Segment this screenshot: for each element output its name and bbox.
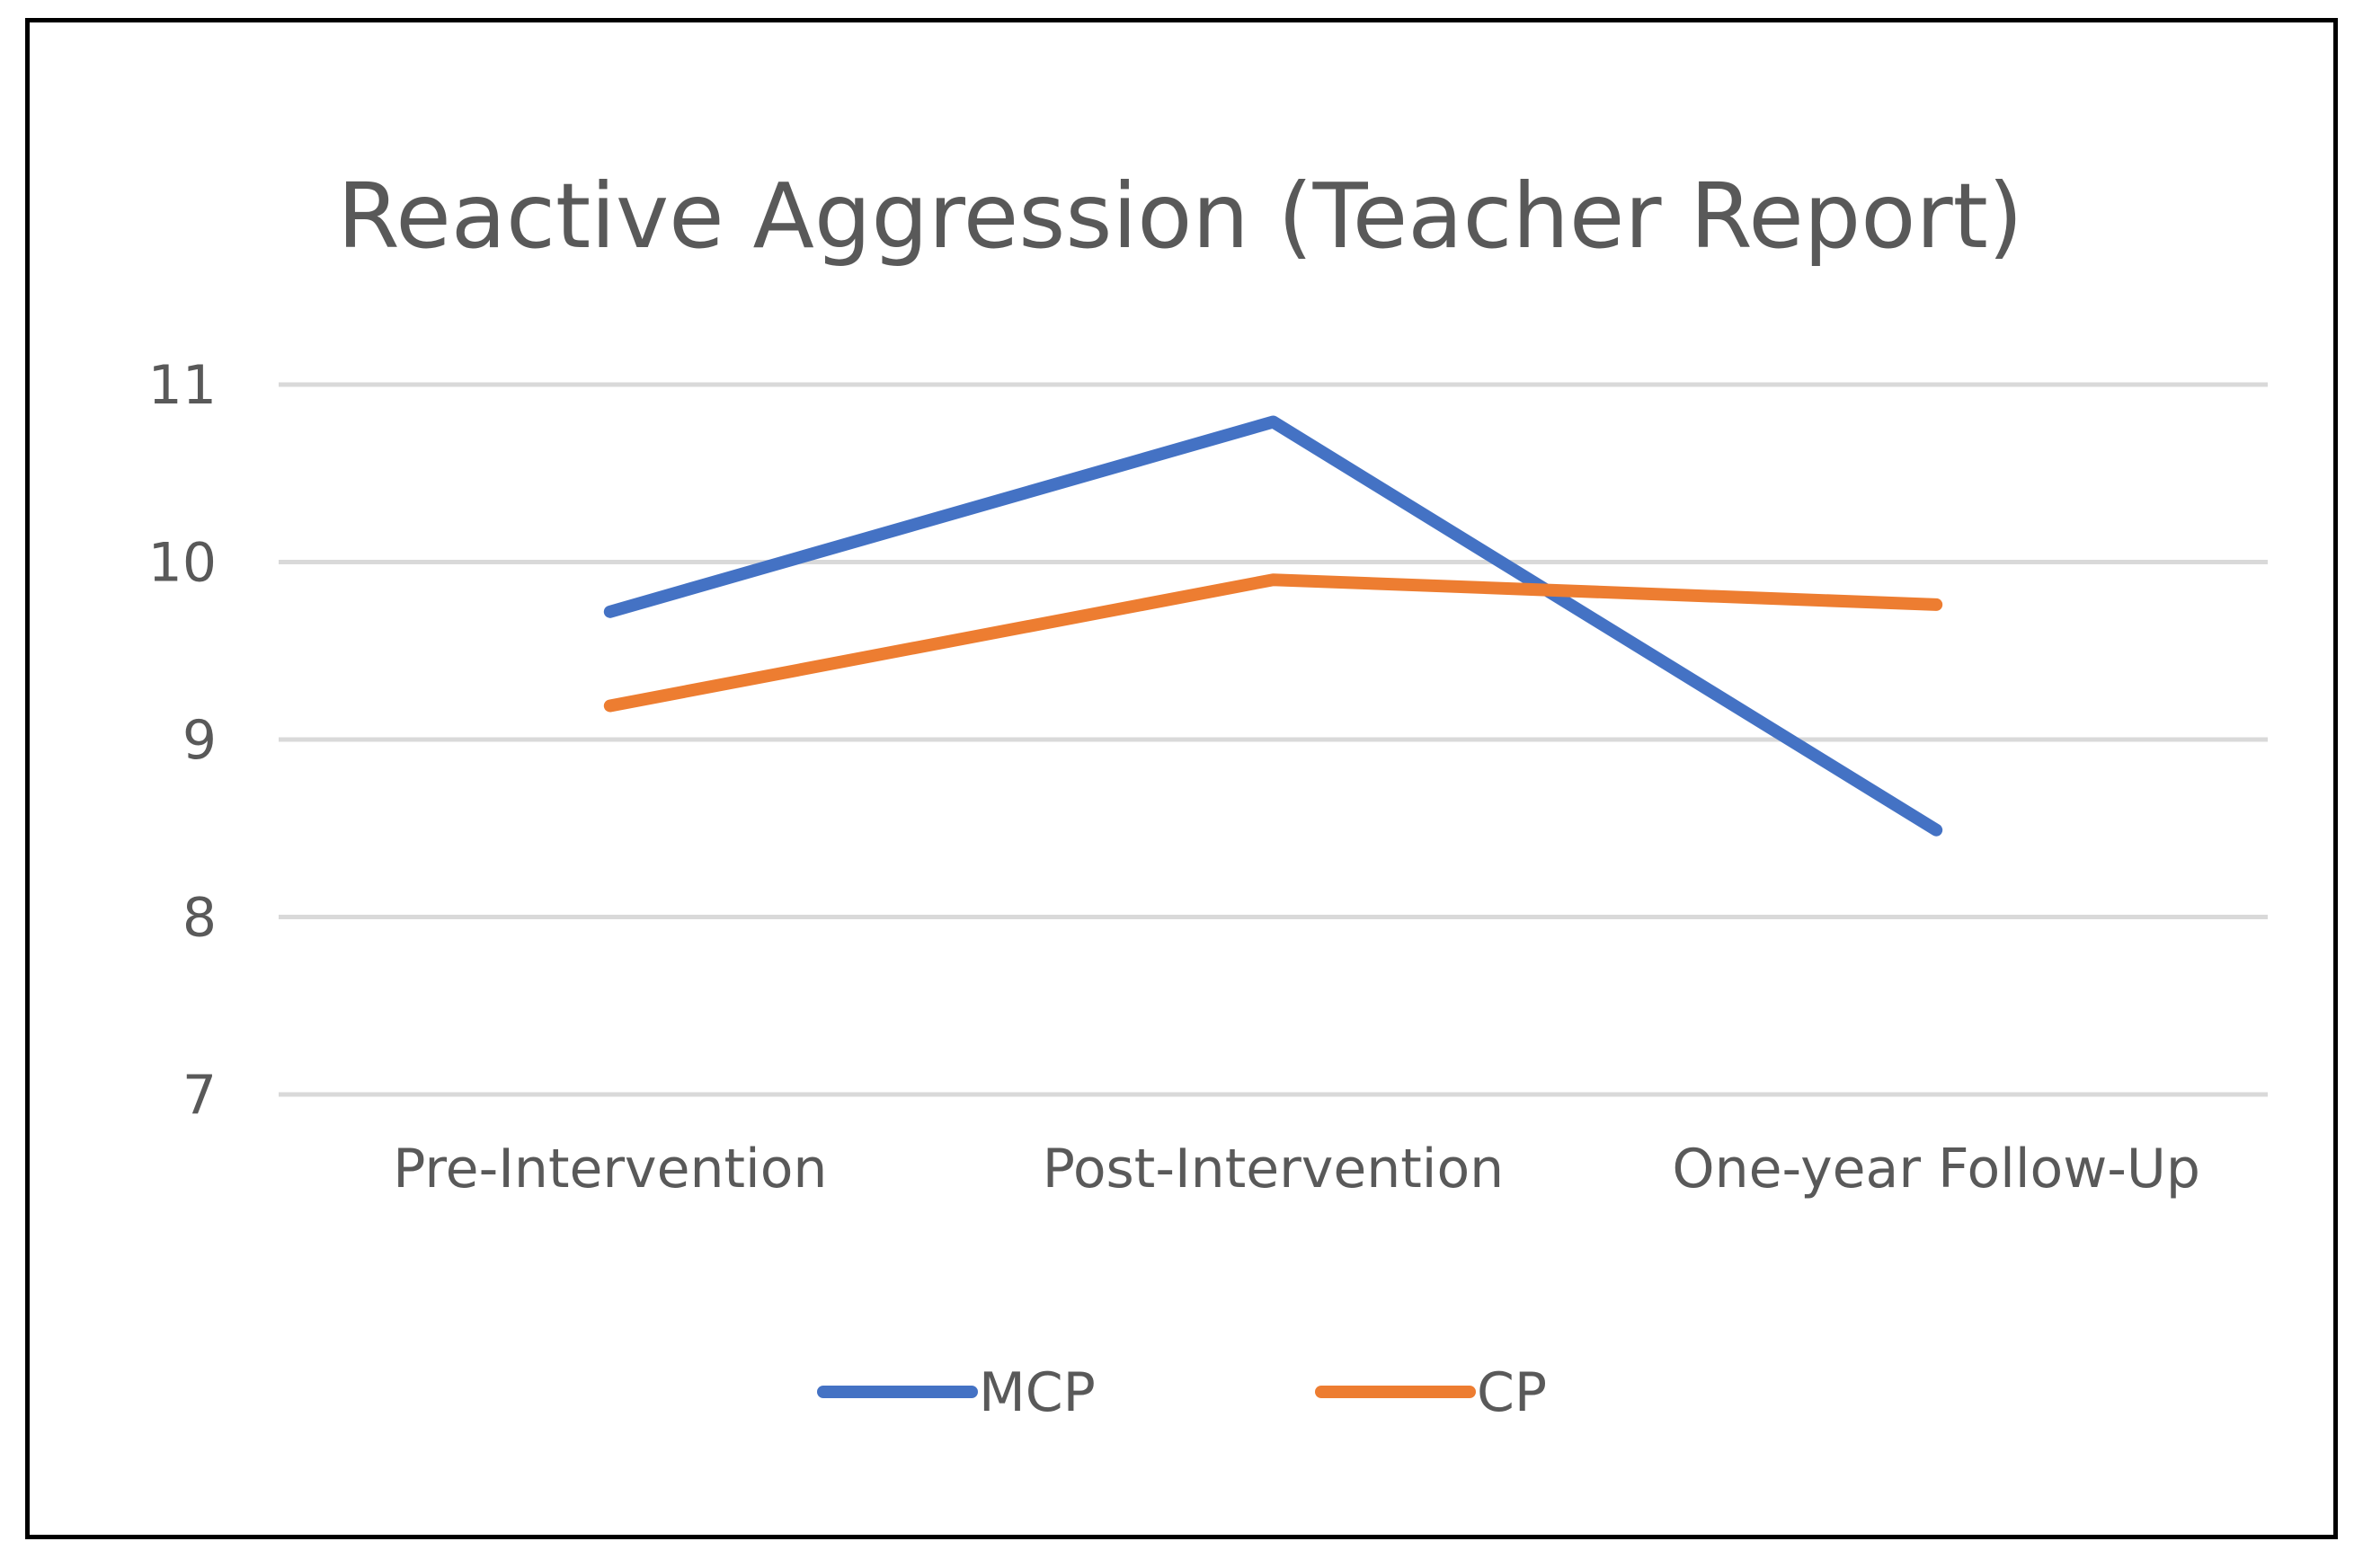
data-point-mcp-1 bbox=[609, 611, 611, 613]
series-line-mcp bbox=[603, 415, 1943, 837]
series-layer bbox=[603, 415, 1943, 837]
x-tick-label-3: One-year Follow-Up bbox=[1672, 1138, 2200, 1200]
x-tick-label-2: Post-Intervention bbox=[1043, 1138, 1504, 1200]
data-point-cp-3 bbox=[1935, 604, 1937, 606]
chart-svg: Reactive Aggression (Teacher Report) 7 8 9… bbox=[148, 164, 2268, 1424]
data-point-cp-2 bbox=[1273, 579, 1275, 580]
x-axis-tick-labels: Pre-Intervention Post-Intervention One-yea… bbox=[393, 1138, 2200, 1200]
y-tick-label-8: 8 bbox=[182, 887, 217, 950]
chart-title: Reactive Aggression (Teacher Report) bbox=[337, 164, 2023, 269]
data-point-mcp-3 bbox=[1935, 829, 1937, 831]
chart-frame: Reactive Aggression (Teacher Report) 7 8 9… bbox=[25, 18, 2338, 1539]
legend: MCP CP bbox=[817, 1361, 1547, 1424]
y-axis-tick-labels: 7 8 9 10 11 bbox=[148, 354, 217, 1127]
y-tick-label-10: 10 bbox=[148, 532, 217, 595]
data-point-mcp-2 bbox=[1273, 421, 1275, 422]
x-tick-label-1: Pre-Intervention bbox=[393, 1138, 827, 1200]
series-line-cp bbox=[603, 573, 1943, 713]
legend-label-cp: CP bbox=[1477, 1361, 1547, 1424]
y-tick-label-9: 9 bbox=[182, 709, 217, 772]
data-point-cp-1 bbox=[609, 704, 611, 706]
legend-label-mcp: MCP bbox=[979, 1361, 1096, 1424]
grid-layer bbox=[279, 382, 2268, 1097]
y-tick-label-7: 7 bbox=[182, 1064, 217, 1127]
y-tick-label-11: 11 bbox=[148, 354, 217, 417]
